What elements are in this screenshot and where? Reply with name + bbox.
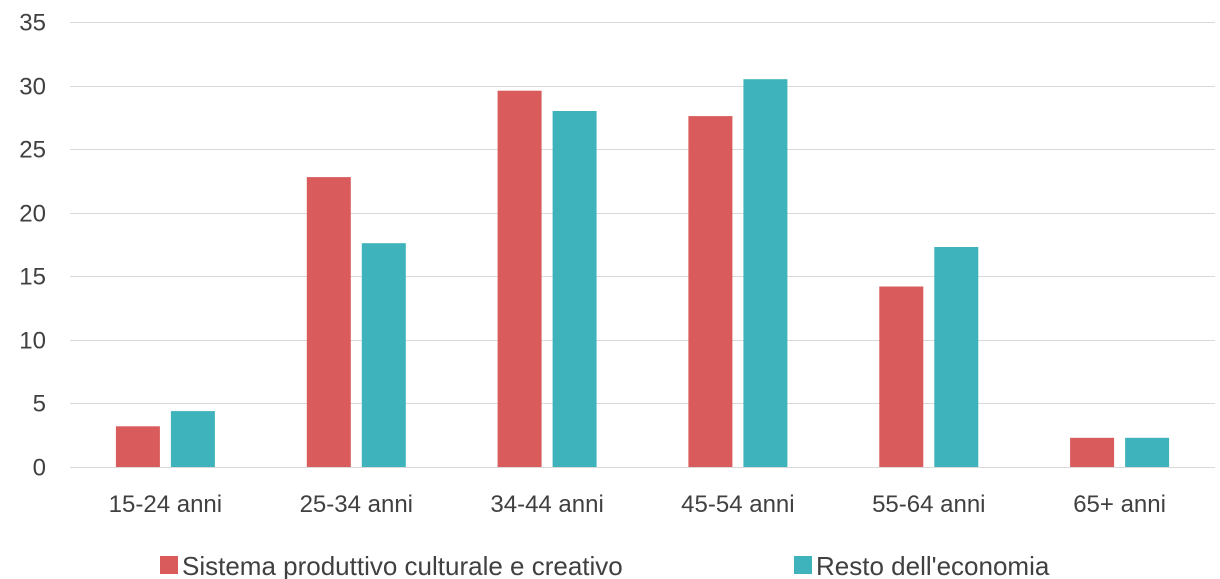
bar-series-1-65-anni <box>1070 437 1115 467</box>
x-tick-label: 55-64 anni <box>872 491 985 518</box>
y-tick-label: 15 <box>19 264 46 291</box>
bar-series-1-25-34-anni <box>306 177 351 467</box>
bar-series-2-45-54-anni <box>743 79 788 467</box>
gridlines <box>70 22 1215 468</box>
legend-label-series-1: Sistema produttivo culturale e creativo <box>182 551 623 579</box>
x-tick-label: 45-54 anni <box>681 491 794 518</box>
x-tick-label: 25-34 anni <box>300 491 413 518</box>
bar-series-2-25-34-anni <box>361 243 406 467</box>
bar-series-2-55-64-anni <box>934 247 979 467</box>
x-tick-label: 15-24 anni <box>109 491 222 518</box>
bar-series-1-45-54-anni <box>688 116 733 467</box>
legend: Sistema produttivo culturale e creativo … <box>160 551 1050 579</box>
bar-series-1-34-44-anni <box>497 90 542 467</box>
x-axis-ticks: 15-24 anni 25-34 anni 34-44 anni 45-54 anni… <box>109 491 1166 518</box>
y-tick-label: 30 <box>19 74 46 101</box>
legend-swatch-series-2 <box>794 556 812 574</box>
bar-series-2-15-24-anni <box>170 411 215 467</box>
y-tick-label: 10 <box>19 328 46 355</box>
x-tick-label: 34-44 anni <box>490 491 603 518</box>
y-tick-label: 5 <box>33 391 46 418</box>
bar-series-2-34-44-anni <box>552 111 597 467</box>
x-tick-label: 65+ anni <box>1073 491 1166 518</box>
y-tick-label: 0 <box>33 455 46 482</box>
legend-swatch-series-1 <box>160 556 178 574</box>
y-axis-ticks: 0 5 10 15 20 25 30 35 <box>19 10 46 482</box>
y-tick-label: 35 <box>19 10 46 37</box>
y-tick-label: 20 <box>19 201 46 228</box>
legend-label-series-2: Resto dell'economia <box>816 551 1050 579</box>
bar-series-2-65-anni <box>1125 437 1170 467</box>
bars <box>115 79 1170 467</box>
bar-series-1-15-24-anni <box>115 426 160 467</box>
y-tick-label: 25 <box>19 137 46 164</box>
bar-series-1-55-64-anni <box>879 286 924 467</box>
